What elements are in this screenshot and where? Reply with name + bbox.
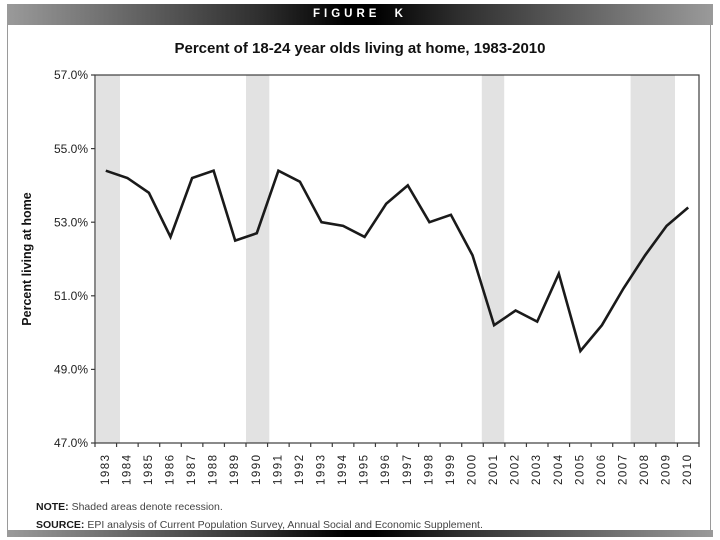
x-tick-label: 2002 <box>510 453 522 485</box>
x-tick-label: 2008 <box>639 453 651 485</box>
y-tick-label: 51.0% <box>54 289 88 303</box>
x-tick-label: 1994 <box>337 453 349 485</box>
note-label: NOTE: <box>36 501 69 513</box>
line-chart: 57.0%55.0%53.0%51.0%49.0%47.0% 1983 1984 1… <box>20 68 700 485</box>
source-line: SOURCE: EPI analysis of Current Populati… <box>36 519 686 531</box>
x-tick-label: 1992 <box>294 453 306 485</box>
source-label: SOURCE: <box>36 519 85 531</box>
x-tick-label: 1993 <box>316 453 328 485</box>
figure-border <box>7 5 711 537</box>
x-tick-label: 1983 <box>100 453 112 485</box>
x-tick-label: 1988 <box>208 453 220 485</box>
recession-band <box>630 75 675 443</box>
y-tick-label: 47.0% <box>54 436 88 450</box>
recession-band <box>96 75 120 443</box>
x-tick-label: 1986 <box>165 453 177 485</box>
x-tick-label: 1997 <box>402 453 414 485</box>
x-tick-label: 2009 <box>661 453 673 485</box>
y-tick-label: 49.0% <box>54 363 88 377</box>
note-text: Shaded areas denote recession. <box>71 501 223 513</box>
recession-band <box>246 75 270 443</box>
data-line <box>105 168 690 354</box>
x-tick-label: 1991 <box>272 453 284 485</box>
plot-border <box>94 74 700 444</box>
x-tick-label: 2001 <box>488 453 500 485</box>
source-text: EPI analysis of Current Population Surve… <box>87 519 483 531</box>
x-tick-label: 1990 <box>251 453 263 485</box>
x-tick-label: 2006 <box>596 453 608 485</box>
y-axis-title: Percent living at home <box>20 192 34 325</box>
x-tick-label: 1995 <box>359 453 371 485</box>
y-axis: 57.0% 55.0% 53.0% 51.0% 49.0% 47.0% <box>54 68 95 450</box>
x-tick-label: 1987 <box>186 453 198 485</box>
figure-label: FIGURE K <box>313 8 407 20</box>
x-tick-label: 2005 <box>574 453 586 485</box>
chart-title: Percent of 18-24 year olds living at hom… <box>174 40 546 57</box>
y-tick-label: 53.0% <box>54 215 88 229</box>
x-tick-label: 1996 <box>380 453 392 485</box>
figure-header-bar: FIGURE K <box>7 4 713 25</box>
x-tick-label: 1985 <box>143 453 155 485</box>
y-tick-label: 57.0% <box>54 68 88 82</box>
x-tick-label: 1989 <box>229 453 241 485</box>
recession-bands <box>96 75 675 443</box>
x-tick-label: 2007 <box>618 453 630 485</box>
x-tick-label: 2000 <box>467 453 479 485</box>
y-tick-label: 55.0% <box>54 142 88 156</box>
x-axis: 1983 1984 1985 1986 1987 1988 1989 1990 1991 1992… <box>94 443 700 485</box>
x-tick-label: 2004 <box>553 453 565 485</box>
figure-footer-bar <box>7 530 713 537</box>
x-tick-label: 1984 <box>121 453 133 485</box>
x-tick-label: 2003 <box>531 453 543 485</box>
recession-band <box>481 75 505 443</box>
x-tick-label: 2010 <box>682 453 694 485</box>
x-tick-label: 1998 <box>423 453 435 485</box>
x-tick-label: 1999 <box>445 453 457 485</box>
note-line: NOTE: Shaded areas denote recession. <box>36 501 686 513</box>
